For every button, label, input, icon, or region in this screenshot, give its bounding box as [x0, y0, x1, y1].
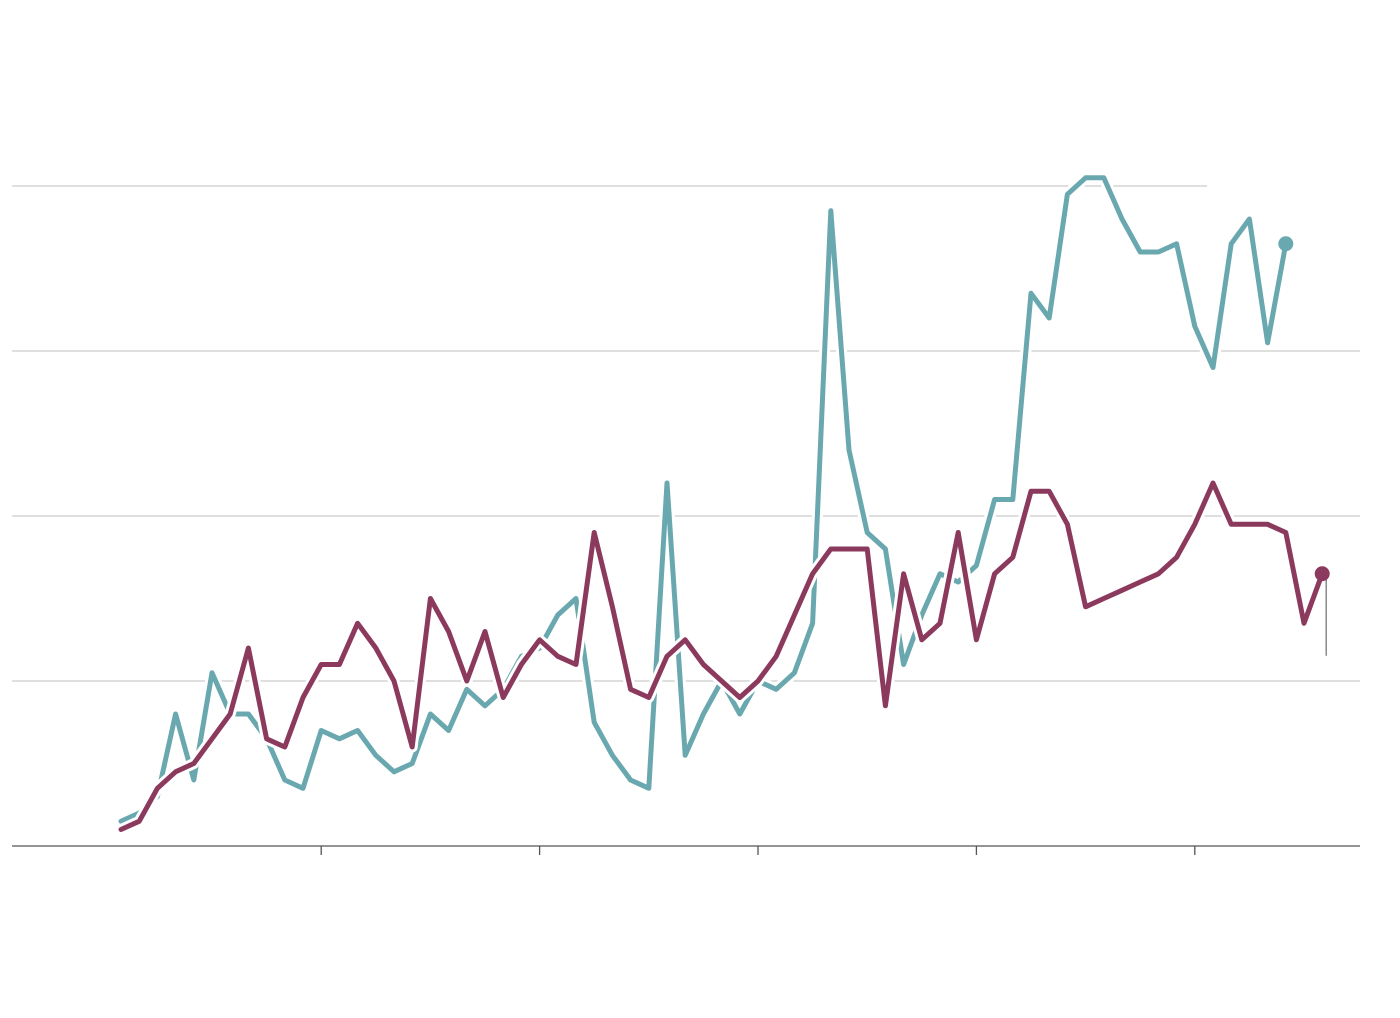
x-axis [12, 845, 1360, 855]
series-lines [115, 172, 1328, 835]
series-1-end-point [1278, 236, 1294, 252]
series-1-line [118, 175, 1289, 824]
series-2-end-point [1314, 566, 1330, 582]
series-2-line [118, 480, 1325, 832]
end-markers [1278, 236, 1330, 656]
gridlines [12, 185, 1360, 682]
